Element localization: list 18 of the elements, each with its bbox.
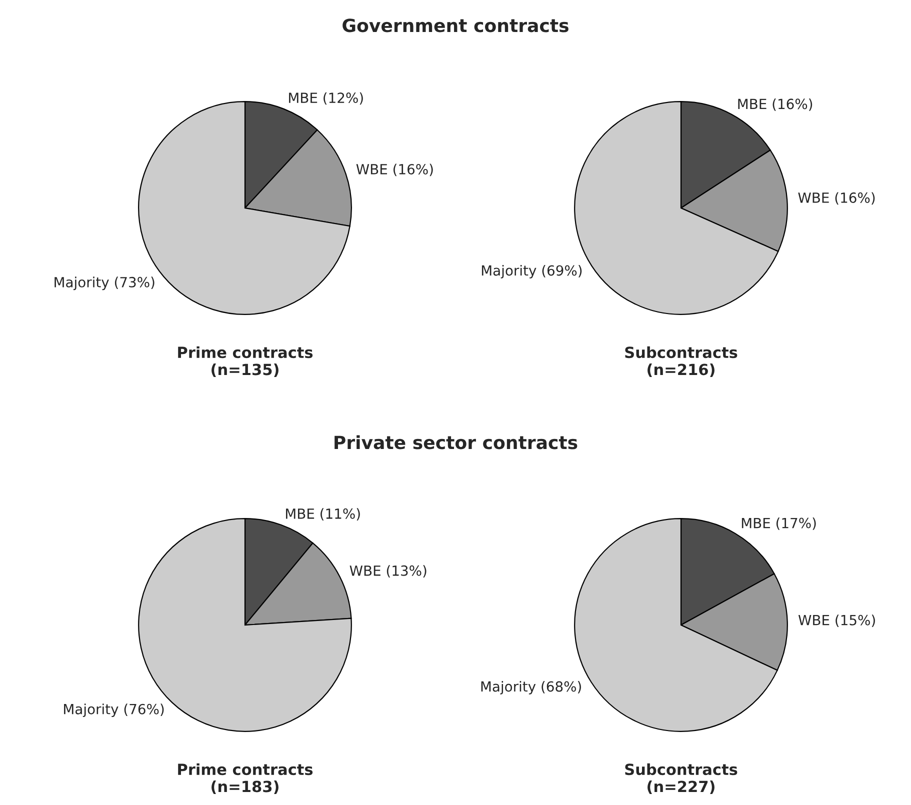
slice-label: Majority (73%): [54, 276, 154, 290]
slice-label: MBE (17%): [742, 518, 816, 530]
slice-label: MBE (12%): [289, 92, 363, 105]
chart-title: Government contracts: [342, 18, 568, 32]
text: Subcontracts (n=227): [625, 763, 738, 794]
text: Prime contracts (n=183): [178, 763, 313, 794]
slice-label: WBE (16%): [356, 164, 433, 176]
slice-label: MBE (16%): [738, 98, 812, 111]
slice-label: WBE (13%): [350, 565, 426, 578]
slice-label: MBE (11%): [286, 508, 360, 521]
slice-label: Majority (76%): [64, 704, 164, 718]
slice-label: Majority (69%): [482, 264, 582, 278]
slice-label: WBE (16%): [798, 192, 875, 205]
slice-label: WBE (15%): [798, 614, 875, 627]
chart-title: Private sector contracts: [334, 435, 578, 450]
text: Prime contracts (n=135): [178, 346, 313, 378]
slice-label: Majority (68%): [481, 680, 581, 694]
text: Subcontracts (n=216): [625, 346, 738, 378]
